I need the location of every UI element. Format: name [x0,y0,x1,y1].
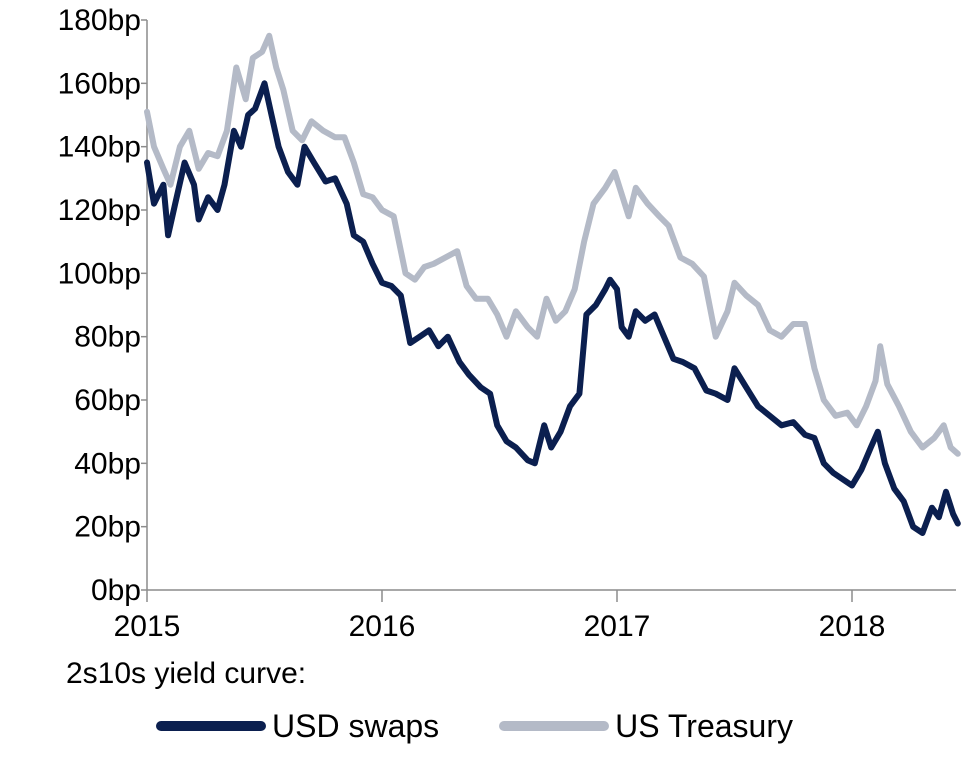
y-tick-label: 60bp [74,384,141,417]
y-tick-label: 180bp [58,4,141,37]
x-tick-label: 2015 [114,610,181,643]
x-tick-label: 2018 [819,610,886,643]
y-tick-label: 140bp [58,131,141,164]
x-tick-label: 2016 [349,610,416,643]
y-tick-label: 100bp [58,257,141,290]
legend-item-us-treasury: US Treasury [499,708,793,745]
legend-swatch-us-treasury [499,721,610,731]
legend-label-usd-swaps: USD swaps [272,707,440,744]
y-tick-label: 20bp [74,511,141,544]
y-tick-label: 160bp [58,67,141,100]
legend-title: 2s10s yield curve: [66,657,307,690]
x-axis: 2015 2016 2017 2018 [114,589,956,643]
x-tick-label: 2017 [584,610,651,643]
plot-lines [144,32,961,536]
y-tick-label: 120bp [58,194,141,227]
series-line-us-treasury [144,32,961,457]
y-tick-label: 0bp [91,574,141,607]
legend-swatch-usd-swaps [156,721,266,731]
legend-item-usd-swaps: USD swaps [156,708,439,745]
y-tick-label: 80bp [74,321,141,354]
series-line-usd-swaps [144,80,961,536]
y-tick-label: 40bp [74,447,141,480]
chart-svg: 0bp 20bp 40bp 60bp 80bp 100bp 120bp 140bp 160bp 1… [58,4,961,643]
legend-label-us-treasury: US Treasury [615,707,793,744]
legend: USD swaps US Treasury [156,704,853,748]
y-axis: 0bp 20bp 40bp 60bp 80bp 100bp 120bp 140bp 160bp 1… [58,4,148,607]
